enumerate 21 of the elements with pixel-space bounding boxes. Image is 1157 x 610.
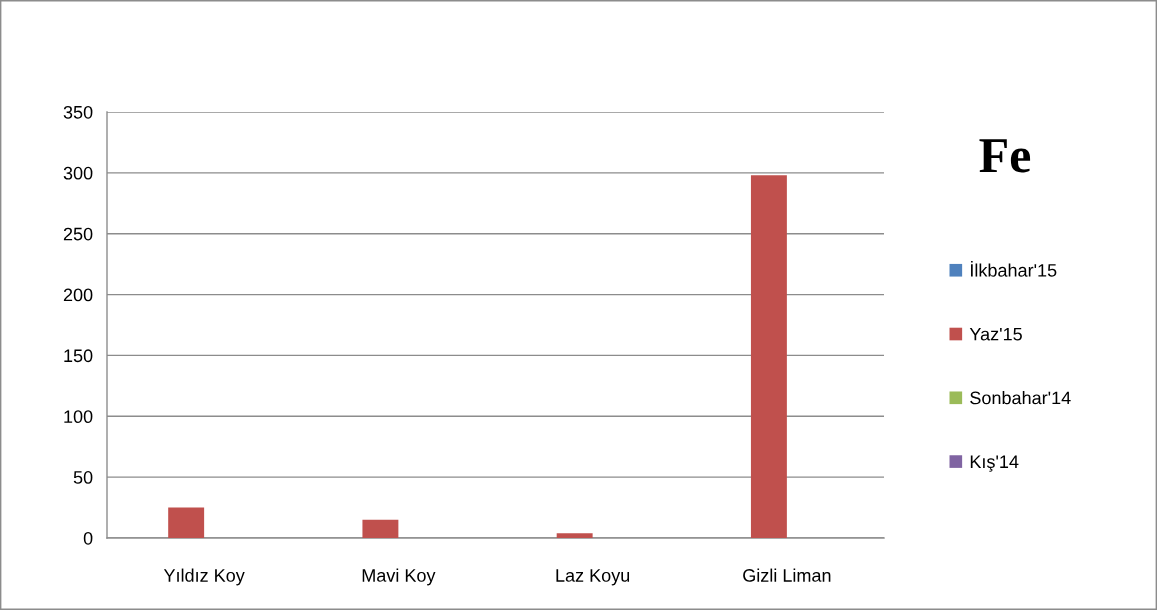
bar [362,519,399,538]
text: Fe [979,139,1031,173]
bar [556,533,593,538]
x-tick-label: Laz Koyu [556,569,630,586]
y-tick-label: 350 [63,105,93,119]
y-tick-label: 300 [63,166,93,180]
legend-label: İlkbahar'15 [971,260,1057,277]
y-tick-label: 200 [63,288,93,302]
y-tick-label: 100 [64,410,93,424]
y-tick-label: 50 [73,471,93,484]
x-tick-label: Mavi Koy [362,568,436,586]
x-tick-label: Yıldız Koy [163,568,245,586]
legend-label: Sonbahar'14 [970,391,1071,405]
y-tick-label: 250 [63,227,93,241]
legend-label: Kış'14 [970,455,1019,472]
bar [168,507,205,538]
y-tick-label: 150 [64,349,93,363]
x-tick-label: Gizli Liman [743,568,831,582]
y-tick-label: 0 [83,531,93,545]
legend-label: Yaz'15 [969,327,1022,341]
bar [750,175,787,538]
